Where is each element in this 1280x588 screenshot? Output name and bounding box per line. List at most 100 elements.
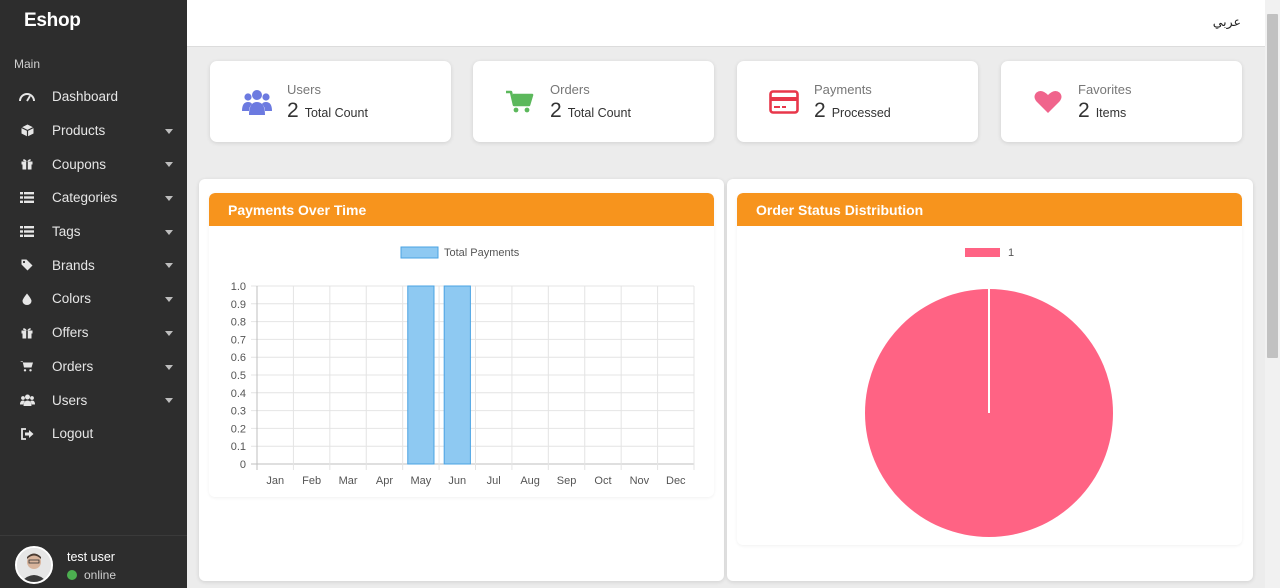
x-tick-label: May (410, 475, 431, 487)
user-status-label: online (84, 568, 117, 582)
y-tick-label: 0.4 (231, 388, 246, 400)
stat-title: Payments (814, 82, 872, 97)
sidebar-item-logout[interactable]: Logout (0, 417, 187, 451)
payments-bar-chart: Total Payments 0 0.1 0.2 0.3 0.4 0.5 0.6 0.7 0.8 0… (231, 246, 695, 487)
x-tick-label: Feb (302, 475, 321, 487)
caret-down-icon[interactable] (165, 364, 173, 370)
x-tick-label: Oct (594, 475, 611, 487)
x-tick-label: Mar (339, 475, 358, 487)
x-tick-label: Aug (520, 475, 540, 487)
bar-jun (443, 285, 471, 465)
list-icon (19, 225, 35, 239)
stat-subtitle: Items (1095, 106, 1127, 120)
gift-icon (19, 326, 35, 340)
nav-section-label: Main (14, 57, 41, 71)
y-tick-label: 0.6 (231, 352, 246, 364)
stat-value: 2 (287, 99, 299, 122)
sidebar-item-colors[interactable]: Colors (0, 282, 187, 316)
gauge-icon (19, 90, 35, 104)
gift-icon (19, 157, 35, 171)
sidebar-item-label: Brands (52, 257, 95, 273)
bar-may (407, 285, 435, 465)
sidebar-item-offers[interactable]: Offers (0, 316, 187, 350)
stat-card-favorites: Favorites 2 Items (1001, 61, 1242, 142)
stat-card-orders: Orders 2 Total Count (473, 61, 714, 142)
top-bar: عربي (187, 0, 1265, 47)
heart-icon (1031, 85, 1065, 119)
sidebar-item-coupons[interactable]: Coupons (0, 147, 187, 181)
avatar[interactable] (15, 546, 53, 584)
stat-value-line: 2 Items (1078, 99, 1126, 123)
stat-title: Favorites (1078, 82, 1132, 97)
droplet-icon (19, 292, 35, 306)
tag-icon (19, 258, 35, 272)
caret-down-icon[interactable] (165, 330, 173, 336)
stat-subtitle: Total Count (567, 106, 631, 120)
y-tick-label: 0.3 (231, 406, 246, 418)
sidebar-item-products[interactable]: Products (0, 114, 187, 148)
user-panel: test user online (0, 535, 187, 588)
sidebar-item-orders[interactable]: Orders (0, 350, 187, 384)
order-status-pie-chart: 1 (865, 247, 1113, 537)
caret-down-icon[interactable] (165, 128, 173, 134)
x-tick-label: Nov (630, 475, 650, 487)
legend-swatch (965, 248, 1000, 257)
stat-value-line: 2 Total Count (550, 99, 631, 123)
sidebar-item-label: Coupons (52, 156, 107, 172)
x-tick-label: Jan (266, 475, 284, 487)
sidebar-item-label: Dashboard (52, 89, 119, 105)
brand-logo[interactable]: Eshop (24, 10, 81, 31)
order-status-panel: Order Status Distribution 1 (727, 179, 1253, 581)
y-tick-label: 0.7 (231, 334, 246, 346)
sidebar-item-label: Products (52, 123, 106, 139)
caret-down-icon[interactable] (165, 162, 173, 168)
sidebar-item-categories[interactable]: Categories (0, 181, 187, 215)
order-status-card: Order Status Distribution 1 (737, 193, 1242, 545)
y-tick-label: 1.0 (231, 281, 246, 293)
legend-label: 1 (1008, 247, 1014, 259)
scrollbar-thumb[interactable] (1267, 14, 1278, 358)
language-switch-link[interactable]: عربي (1212, 15, 1241, 29)
stat-subtitle: Total Count (304, 106, 368, 120)
sidebar-item-label: Categories (52, 190, 118, 206)
y-tick-label: 0.8 (231, 317, 246, 329)
sidebar-item-label: Colors (52, 291, 92, 307)
cube-icon (19, 124, 35, 138)
x-tick-label: Apr (376, 475, 393, 487)
stat-subtitle: Processed (831, 106, 891, 120)
stat-value-line: 2 Processed (814, 99, 891, 123)
sidebar-item-label: Orders (52, 358, 94, 374)
stat-value: 2 (814, 99, 826, 122)
x-tick-label: Jul (487, 475, 501, 487)
legend-label: Total Payments (444, 247, 520, 259)
x-tick-label: Dec (666, 475, 686, 487)
y-tick-label: 0 (240, 459, 246, 471)
caret-down-icon[interactable] (165, 398, 173, 404)
sidebar-item-brands[interactable]: Brands (0, 248, 187, 282)
users-icon (19, 393, 35, 407)
sidebar-item-dashboard[interactable]: Dashboard (0, 80, 187, 114)
payments-panel: Payments Over Time Total Payments 0 0.1 0.2… (199, 179, 724, 581)
stat-title: Users (287, 82, 321, 97)
y-tick-label: 0.9 (231, 299, 246, 311)
payments-card: Payments Over Time Total Payments 0 0.1 0.2… (209, 193, 714, 497)
y-tick-label: 0.1 (231, 441, 246, 453)
sidebar: Eshop Main Dashboard Products Coupons Categ… (0, 0, 187, 588)
stat-title: Orders (550, 82, 590, 97)
cart-icon (503, 85, 537, 119)
stat-value: 2 (550, 99, 562, 122)
page-scrollbar[interactable] (1265, 0, 1280, 588)
y-tick-label: 0.2 (231, 423, 246, 435)
credit-card-icon (767, 85, 801, 119)
legend-swatch (400, 246, 439, 259)
stat-value: 2 (1078, 99, 1090, 122)
caret-down-icon[interactable] (165, 196, 173, 202)
sidebar-item-tags[interactable]: Tags (0, 215, 187, 249)
caret-down-icon[interactable] (165, 297, 173, 303)
x-tick-label: Jun (448, 475, 466, 487)
caret-down-icon[interactable] (165, 263, 173, 269)
x-tick-label: Sep (557, 475, 577, 487)
sidebar-item-users[interactable]: Users (0, 383, 187, 417)
sidebar-item-label: Offers (52, 325, 89, 341)
caret-down-icon[interactable] (165, 229, 173, 235)
